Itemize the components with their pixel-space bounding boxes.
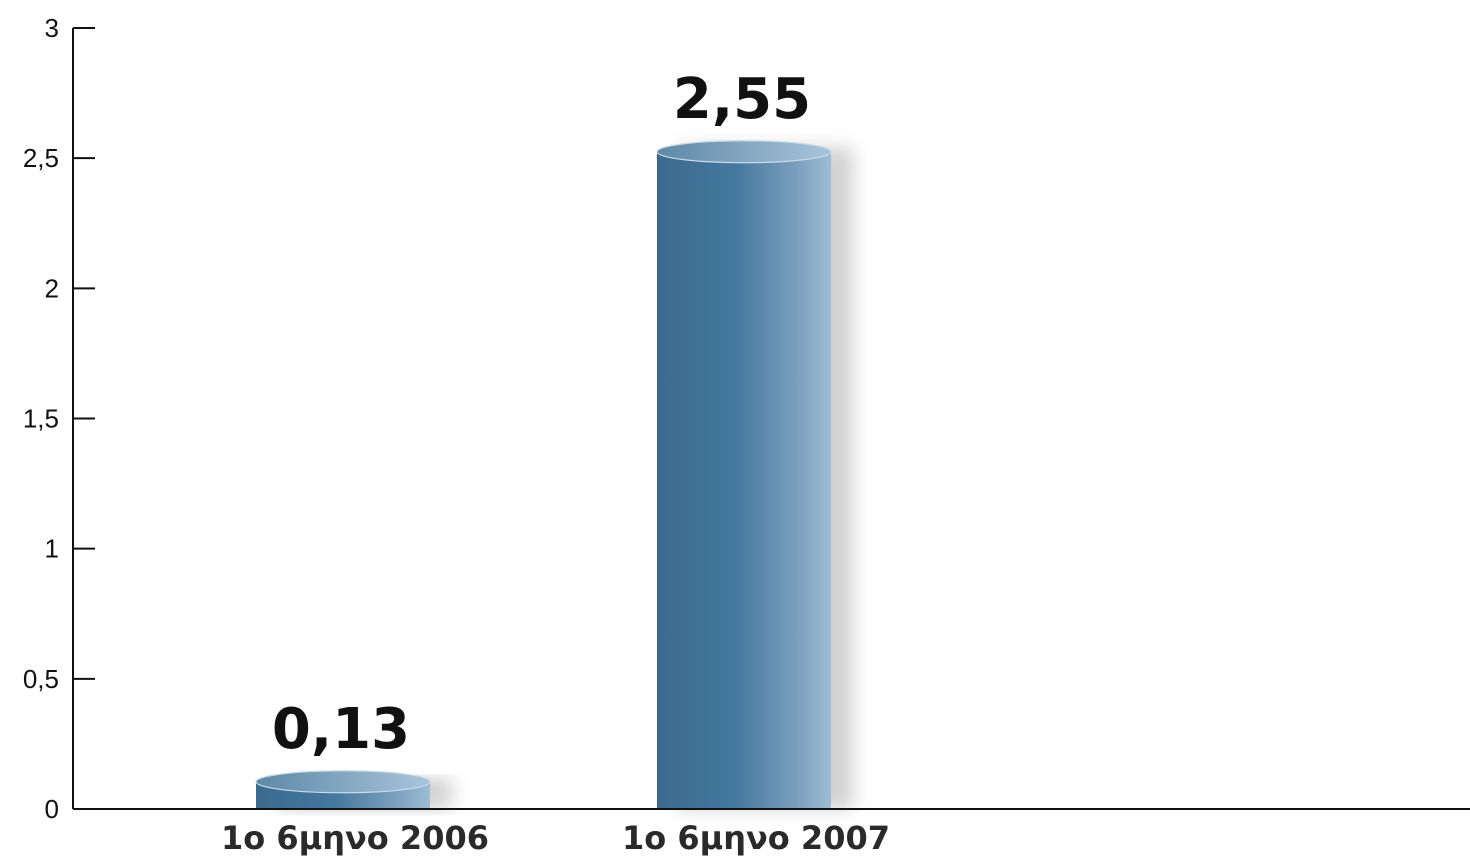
y-tick-label: 1 [45,534,59,564]
x-category-label: 1ο 6μηνο 2006 [221,819,489,857]
y-tick-label: 0,5 [23,664,59,694]
y-tick-label: 2 [45,273,59,303]
y-tick-label: 2,5 [23,143,59,173]
x-category-labels: 1ο 6μηνο 2006 1ο 6μηνο 2007 [221,819,890,857]
x-category-label: 1ο 6μηνο 2007 [622,819,890,857]
bar-top-cap [656,140,832,164]
bar-body [657,151,831,809]
bar-value-label: 0,13 [272,697,410,762]
bar [656,140,832,809]
bars [255,140,832,809]
y-ticks: 0 0,5 1 1,5 2 2,5 3 [23,13,95,824]
y-tick-label: 3 [45,13,59,43]
bar-top-cap [255,770,431,794]
y-tick-label: 0 [45,794,59,824]
y-tick-label: 1,5 [23,404,59,434]
value-labels: 0,13 2,55 [272,67,811,762]
bar [255,770,431,809]
bar-value-label: 2,55 [673,67,811,132]
